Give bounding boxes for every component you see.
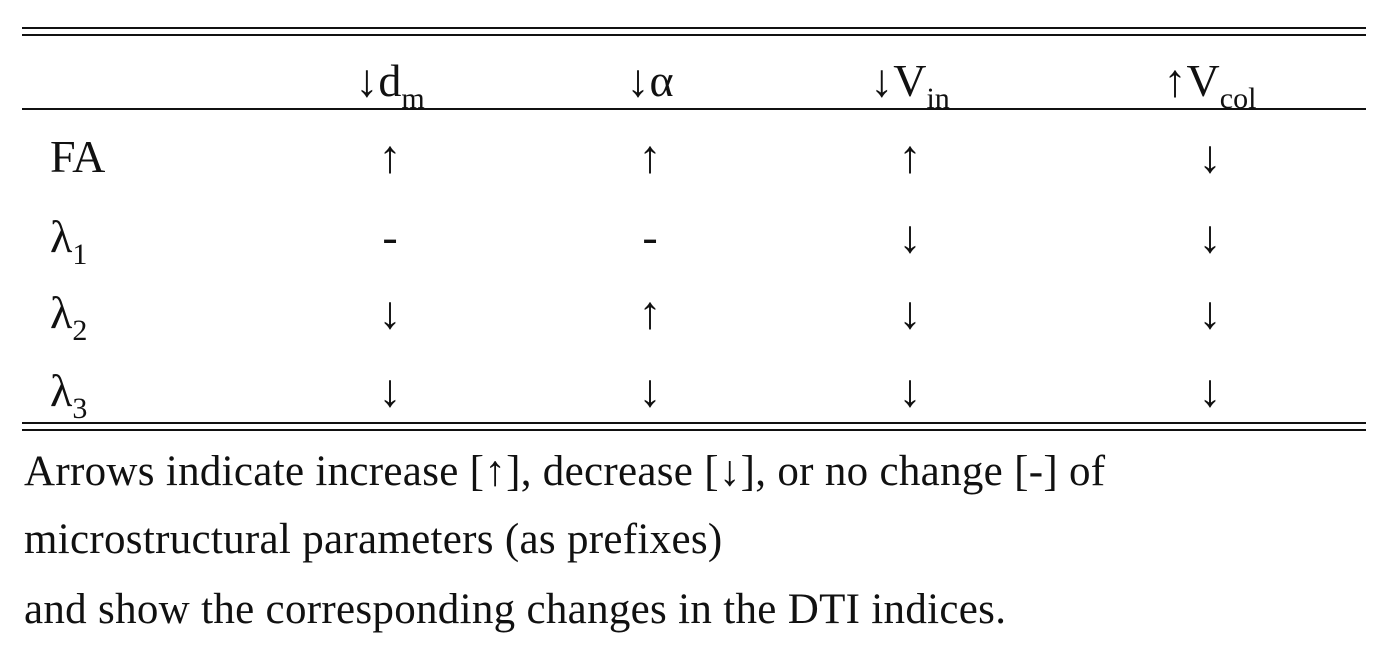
cell-value: ↓ (898, 211, 922, 262)
cell-value: ↓ (898, 287, 922, 338)
row-label: λ3 (50, 365, 87, 424)
symbol: V (893, 55, 927, 106)
row-label: λ2 (50, 287, 87, 346)
arrow: ↑ (1163, 55, 1187, 106)
column-header: ↑Vcol (1163, 55, 1257, 114)
symbol: d (378, 55, 402, 106)
cell-value: ↓ (378, 287, 402, 338)
bottom-rule (22, 429, 1366, 431)
cell-value: - (382, 211, 398, 262)
column-header: ↓dm (355, 55, 424, 114)
symbol: FA (50, 131, 106, 182)
cell-value: ↓ (1198, 365, 1222, 416)
arrow: ↓ (626, 55, 650, 106)
bottom-rule (22, 422, 1366, 424)
top-rule (22, 34, 1366, 36)
cell-value: ↓ (378, 365, 402, 416)
symbol: α (649, 55, 674, 106)
column-header: ↓α (626, 58, 673, 104)
subscript: 2 (72, 314, 88, 347)
subscript: 3 (72, 392, 88, 425)
symbol: λ (50, 287, 73, 338)
caption-line: microstructural parameters (as prefixes) (24, 516, 723, 563)
cell-value: ↑ (638, 131, 662, 182)
arrow: ↓ (355, 55, 379, 106)
cell-value: ↑ (378, 131, 402, 182)
row-label: λ1 (50, 211, 87, 270)
cell-value: ↓ (638, 365, 662, 416)
caption-line: and show the corresponding changes in th… (24, 586, 1007, 633)
cell-value: ↓ (1198, 287, 1222, 338)
cell-value: ↓ (898, 365, 922, 416)
header-rule (22, 108, 1366, 110)
column-header: ↓Vin (870, 55, 950, 114)
arrow: ↓ (870, 55, 894, 106)
cell-value: - (642, 211, 658, 262)
top-rule (22, 27, 1366, 29)
caption-line: Arrows indicate increase [↑], decrease [… (24, 448, 1106, 495)
subscript: in (926, 82, 950, 115)
cell-value: ↑ (898, 131, 922, 182)
subscript: col (1219, 82, 1257, 115)
subscript: 1 (72, 238, 88, 271)
subscript: m (401, 82, 425, 115)
row-label: FA (50, 134, 105, 180)
cell-value: ↑ (638, 287, 662, 338)
cell-value: ↓ (1198, 131, 1222, 182)
symbol: λ (50, 365, 73, 416)
cell-value: ↓ (1198, 211, 1222, 262)
symbol: λ (50, 211, 73, 262)
symbol: V (1186, 55, 1220, 106)
